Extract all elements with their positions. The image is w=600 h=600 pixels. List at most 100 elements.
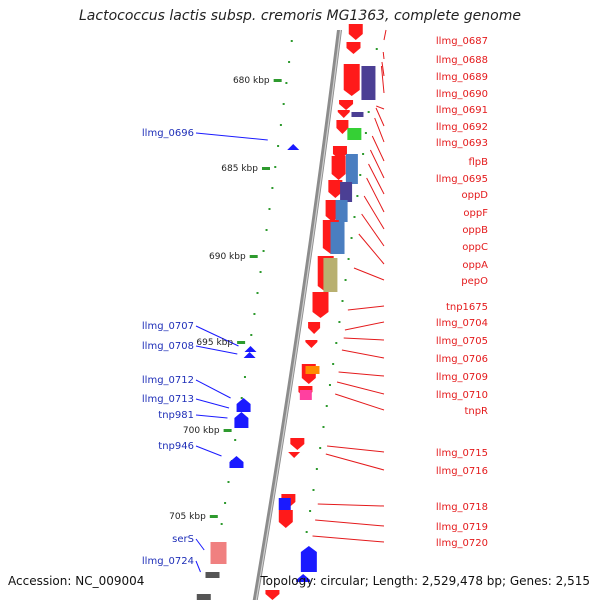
gene-label-llmg_0687[interactable]: llmg_0687: [436, 36, 488, 47]
gene-label-oppb[interactable]: oppB: [462, 225, 488, 236]
track-dot: [277, 145, 280, 147]
leader-line: [375, 107, 385, 127]
track-dot: [375, 48, 378, 50]
gene-arrow: [337, 110, 350, 118]
leader-line: [383, 29, 387, 41]
leader-line: [195, 398, 230, 409]
kbp-tick-mark: [273, 79, 282, 82]
track-dot: [234, 439, 237, 441]
gene-label-tnp981[interactable]: tnp981: [158, 410, 194, 421]
kbp-tick-label: 695 kbp: [196, 338, 233, 348]
kbp-tick-mark: [249, 255, 258, 258]
gene-label-flpb[interactable]: flpB: [468, 157, 488, 168]
gene-label-oppc[interactable]: oppC: [462, 242, 488, 253]
gene-label-sers[interactable]: serS: [172, 534, 194, 545]
gene-arrow: [336, 120, 349, 134]
gene-label-llmg_0715[interactable]: llmg_0715: [436, 448, 488, 459]
track-dot: [288, 61, 291, 63]
gene-label-llmg_0713[interactable]: llmg_0713: [142, 394, 194, 405]
track-dot: [356, 195, 359, 197]
gene-label-llmg_0720[interactable]: llmg_0720: [436, 538, 488, 549]
gene-arrow: [243, 352, 256, 358]
gene-arrow: [339, 100, 354, 110]
gene-domain: [361, 66, 376, 100]
leader-line: [344, 321, 385, 331]
gene-label-oppa[interactable]: oppA: [462, 260, 488, 271]
leader-line: [338, 371, 385, 377]
genome-title: Lactococcus lactis subsp. cremoris MG136…: [79, 8, 521, 24]
track-dot: [253, 313, 256, 315]
gene-label-llmg_0691[interactable]: llmg_0691: [436, 105, 488, 116]
gene-label-tnp1675[interactable]: tnp1675: [446, 302, 488, 313]
gene-arrow: [229, 456, 244, 468]
gene-label-llmg_0716[interactable]: llmg_0716: [436, 466, 488, 477]
gene-label-llmg_0689[interactable]: llmg_0689: [436, 72, 488, 83]
track-dot: [309, 510, 312, 512]
gene-label-llmg_0710[interactable]: llmg_0710: [436, 390, 488, 401]
track-dot: [290, 40, 293, 42]
gene-label-llmg_0712[interactable]: llmg_0712: [142, 375, 194, 386]
gene-domain: [299, 390, 312, 400]
leader-line: [341, 349, 385, 359]
leader-line: [195, 345, 238, 355]
genome-backbone: [252, 30, 342, 600]
gene-arrow: [234, 412, 249, 428]
track-dot: [271, 187, 274, 189]
track-dot: [322, 426, 325, 428]
track-dot: [353, 216, 356, 218]
gene-label-llmg_0693[interactable]: llmg_0693: [436, 138, 488, 149]
gene-label-llmg_0709[interactable]: llmg_0709: [436, 372, 488, 383]
track-dot: [367, 111, 370, 113]
gene-label-oppd[interactable]: oppD: [461, 190, 488, 201]
leader-line: [195, 132, 268, 141]
leader-line: [358, 233, 385, 265]
leader-line: [327, 445, 385, 453]
gene-label-llmg_0688[interactable]: llmg_0688: [436, 55, 488, 66]
gene-domain: [335, 200, 348, 222]
track-dot: [335, 342, 338, 344]
gene-arrow: [287, 144, 300, 150]
gene-label-tnp946[interactable]: tnp946: [158, 441, 194, 452]
gene-label-llmg_0718[interactable]: llmg_0718: [436, 502, 488, 513]
gene-arrow: [244, 346, 257, 352]
leader-line: [336, 381, 385, 395]
kbp-tick-label: 690 kbp: [209, 252, 246, 262]
accession-text: Accession: NC_009004: [8, 574, 145, 588]
gene-label-tnpr[interactable]: tnpR: [464, 406, 488, 417]
gene-label-oppf[interactable]: oppF: [463, 208, 488, 219]
track-dot: [285, 82, 288, 84]
gene-label-llmg_0707[interactable]: llmg_0707: [142, 321, 194, 332]
leader-line: [312, 535, 385, 543]
gene-label-llmg_0708[interactable]: llmg_0708: [142, 341, 194, 352]
track-dot: [240, 397, 243, 399]
kbp-tick-mark: [223, 429, 232, 432]
gene-label-llmg_0696[interactable]: llmg_0696: [142, 128, 194, 139]
gene-label-llmg_0724[interactable]: llmg_0724: [142, 556, 194, 567]
gene-domain: [330, 222, 345, 254]
track-dot: [227, 481, 230, 483]
gene-domain: [340, 182, 353, 202]
gene-label-llmg_0706[interactable]: llmg_0706: [436, 354, 488, 365]
kbp-tick-label: 700 kbp: [183, 426, 220, 436]
kbp-tick-mark: [237, 341, 246, 344]
gene-arrow: [265, 590, 280, 600]
gene-domain: [305, 366, 320, 374]
leader-line: [343, 337, 385, 341]
gene-arrow: [236, 398, 251, 412]
kbp-tick-label: 680 kbp: [233, 76, 270, 86]
leader-line: [366, 177, 385, 213]
leader-line: [195, 538, 205, 551]
leader-line: [376, 105, 385, 110]
gene-label-llmg_0719[interactable]: llmg_0719: [436, 522, 488, 533]
gene-label-llmg_0690[interactable]: llmg_0690: [436, 89, 488, 100]
track-dot: [265, 229, 268, 231]
gene-label-pepo[interactable]: pepO: [461, 276, 488, 287]
leader-line: [195, 379, 231, 399]
leader-line: [195, 560, 201, 573]
leader-line: [335, 393, 385, 411]
gene-label-llmg_0704[interactable]: llmg_0704: [436, 318, 488, 329]
gene-label-llmg_0695[interactable]: llmg_0695: [436, 174, 488, 185]
gene-label-llmg_0705[interactable]: llmg_0705: [436, 336, 488, 347]
gene-domain: [351, 112, 364, 117]
gene-label-llmg_0692[interactable]: llmg_0692: [436, 122, 488, 133]
